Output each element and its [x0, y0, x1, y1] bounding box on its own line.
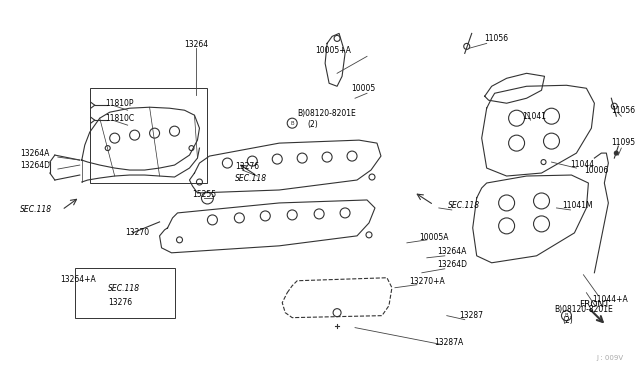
Text: 11044: 11044	[570, 160, 595, 169]
Text: 11041: 11041	[523, 112, 547, 121]
Text: 10005: 10005	[351, 84, 375, 93]
Text: FRONT: FRONT	[579, 300, 610, 309]
Text: 13264A: 13264A	[20, 148, 49, 158]
Text: 13276: 13276	[108, 298, 132, 307]
Text: 11041M: 11041M	[563, 202, 593, 211]
Text: (2): (2)	[563, 316, 573, 325]
Text: B: B	[291, 121, 294, 126]
Text: 10006: 10006	[584, 166, 609, 174]
Text: 11044+A: 11044+A	[593, 295, 628, 304]
Bar	[90, 88, 207, 183]
Text: 11095: 11095	[611, 138, 636, 147]
Text: 11056: 11056	[611, 106, 636, 115]
Text: B)08120-8201E: B)08120-8201E	[554, 305, 613, 314]
Text: SEC.118: SEC.118	[108, 284, 140, 293]
Text: B: B	[564, 313, 568, 318]
Text: 13287: 13287	[459, 311, 483, 320]
Text: SEC.118: SEC.118	[236, 173, 268, 183]
Text: SEC.118: SEC.118	[20, 205, 52, 214]
Text: 13270+A: 13270+A	[409, 277, 445, 286]
Text: 13264: 13264	[184, 40, 209, 49]
Text: 13264D: 13264D	[437, 260, 467, 269]
Circle shape	[614, 151, 618, 155]
Text: SEC.118: SEC.118	[448, 202, 480, 211]
Text: 13270: 13270	[125, 228, 150, 237]
Text: (2): (2)	[307, 120, 318, 129]
Text: 13287A: 13287A	[434, 338, 463, 347]
Text: 10005A: 10005A	[419, 233, 449, 243]
Text: 13264+A: 13264+A	[60, 275, 95, 284]
Text: 13264A: 13264A	[437, 247, 466, 256]
Text: 11056: 11056	[484, 34, 509, 43]
Text: 13264D: 13264D	[20, 161, 50, 170]
Text: 13276: 13276	[236, 161, 259, 170]
Text: 11810P: 11810P	[105, 99, 133, 108]
Bar	[75, 268, 175, 318]
Text: J : 009V: J : 009V	[596, 355, 623, 360]
Text: B)08120-8201E: B)08120-8201E	[297, 109, 356, 118]
Text: 15255: 15255	[193, 190, 216, 199]
Text: 11810C: 11810C	[105, 114, 134, 123]
Text: 10005+A: 10005+A	[315, 46, 351, 55]
